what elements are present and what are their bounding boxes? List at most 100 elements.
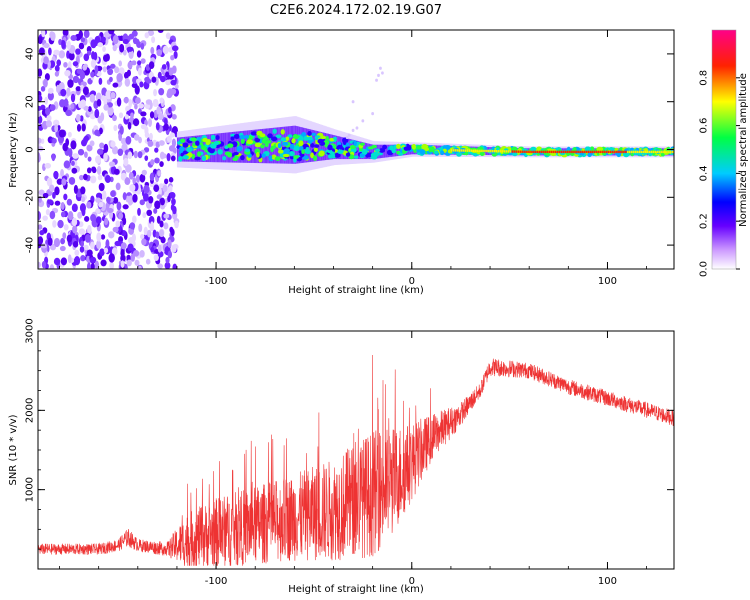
- spectrogram-core-cell: [654, 150, 657, 154]
- spectrogram-noise-cell: [63, 193, 68, 201]
- spectrogram-signal-cell: [182, 142, 189, 148]
- spectrogram-signal-cell: [293, 145, 300, 152]
- spectrogram-signal-cell: [275, 134, 282, 139]
- spectrogram-noise-cell: [109, 63, 116, 69]
- spectrogram-noise-cell: [38, 211, 42, 221]
- spectrogram-band-cell: [222, 132, 225, 163]
- spectrogram-noise-cell: [167, 74, 175, 80]
- spectrogram-noise-cell: [171, 126, 178, 135]
- spectrogram-noise-cell: [80, 99, 86, 108]
- spectrogram-noise-cell: [95, 197, 102, 203]
- spectrogram-noise-cell: [142, 212, 147, 219]
- spectrogram-noise-cell: [104, 175, 111, 184]
- spectrogram-noise-cell: [128, 33, 135, 40]
- spectrogram-noise-cell: [143, 185, 150, 194]
- spectrogram-noise-cell: [103, 104, 109, 111]
- spectrogram-noise-cell: [150, 221, 154, 230]
- spectrogram-noise-cell: [135, 97, 141, 104]
- spectrogram-signal-cell: [318, 150, 325, 157]
- spectrogram-core-cell: [470, 149, 473, 152]
- spectrogram-signal-cell: [186, 147, 193, 153]
- spectrogram-noise-cell: [173, 50, 178, 59]
- spectrogram-noise-cell: [94, 65, 99, 75]
- spectrogram-noise-cell: [80, 240, 85, 247]
- spectrogram-signal-cell: [280, 129, 285, 135]
- spectrogram-noise-cell: [142, 193, 149, 202]
- snr-ticks: [38, 330, 674, 569]
- spectrogram-noise-cell: [87, 156, 92, 162]
- spectrogram-noise-cell: [41, 261, 47, 269]
- spectrogram-noise-cell: [167, 239, 172, 248]
- spectrogram-signal-cell: [289, 150, 295, 157]
- spectrogram-core-cell: [525, 150, 527, 154]
- spectrogram-signal-cell: [416, 145, 421, 150]
- spectrogram-core-cell: [583, 150, 586, 154]
- spectrogram-signal-cell: [378, 148, 386, 153]
- spectrogram-core-cell: [632, 150, 635, 154]
- spectrogram-noise-cell: [112, 34, 119, 45]
- spectrogram-noise-cell: [129, 184, 136, 192]
- spectrogram-noise-cell: [71, 217, 78, 227]
- spectrogram-core-cell: [472, 149, 475, 152]
- spectrogram-noise-cell: [60, 257, 67, 266]
- spectrogram-y-tick-label: -20: [25, 189, 36, 205]
- spectrogram-noise-cell: [144, 155, 149, 161]
- spectrogram-core-cell: [646, 150, 649, 154]
- spectrogram-noise-cell: [170, 55, 175, 61]
- spectrogram-noise-cell: [84, 216, 90, 222]
- spectrogram-signal-cell: [232, 157, 239, 162]
- spectrogram-core-cell: [505, 150, 508, 153]
- spectrogram-noise-cell: [162, 45, 169, 55]
- spectrogram-core-cell: [615, 150, 617, 154]
- spectrogram-core-cell: [452, 149, 455, 152]
- spectrogram-noise-cell: [127, 121, 132, 130]
- spectrogram-noise-cell: [83, 53, 90, 62]
- spectrogram-noise-cell: [89, 113, 96, 120]
- spectrogram-noise-cell: [160, 197, 165, 206]
- spectrogram-noise-cell: [174, 220, 179, 229]
- spectrogram-noise-cell: [160, 236, 166, 244]
- spectrogram-noise-cell: [170, 79, 177, 86]
- spectrogram-signal-cell: [244, 148, 251, 153]
- spectrogram-core-cell: [540, 150, 543, 154]
- spectrogram-noise-cell: [49, 264, 55, 269]
- spectrogram-noise-cell: [171, 45, 179, 52]
- spectrogram-signal-cell: [277, 143, 282, 149]
- spectrogram-signal-cell: [210, 143, 217, 149]
- spectrogram-signal-cell: [411, 143, 417, 150]
- spectrogram-noise-cell: [169, 191, 176, 199]
- spectrogram-noise-cell: [50, 31, 56, 41]
- spectrogram-band-cell: [197, 135, 200, 162]
- spectrogram-noise-cell: [154, 157, 160, 164]
- spectrogram-noise-cell: [87, 262, 91, 269]
- spectrogram-noise-cell: [169, 226, 174, 233]
- spectrogram-noise-cell: [53, 257, 61, 266]
- spectrogram-faint-cell: [379, 66, 382, 70]
- spectrogram-y-tick-label: 20: [25, 95, 36, 108]
- spectrogram-noise-cell: [107, 207, 114, 214]
- spectrogram-noise-cell: [38, 261, 41, 268]
- spectrogram-noise-cell: [112, 44, 117, 52]
- spectrogram-signal-cell: [197, 144, 202, 149]
- spectrogram-noise-cell: [108, 30, 115, 35]
- spectrogram-band-cell: [268, 128, 271, 164]
- spectrogram-noise-cell: [101, 95, 106, 101]
- spectrogram-noise-cell: [82, 64, 88, 71]
- spectrogram-noise-cell: [161, 64, 167, 70]
- spectrogram-signal-cell: [333, 136, 337, 140]
- spectrogram-noise-cell: [80, 255, 86, 262]
- spectrogram-noise-cell: [171, 244, 177, 253]
- spectrogram-noise-cell: [157, 113, 164, 121]
- spectrogram-signal-cell: [182, 155, 189, 160]
- spectrogram-noise-cell: [158, 88, 165, 96]
- spectrogram-signal-cell: [283, 148, 290, 153]
- spectrogram-noise-cell: [147, 140, 154, 147]
- spectrogram-core-cell: [533, 150, 535, 154]
- spectrogram-core-cell: [662, 150, 664, 154]
- spectrogram-marks: [38, 30, 674, 269]
- spectrogram-noise-cell: [90, 59, 97, 68]
- snr-y-axis-label: SNR (10 * v/v): [8, 414, 19, 485]
- spectrogram-band-cell: [320, 132, 323, 161]
- spectrogram-noise-cell: [87, 224, 92, 235]
